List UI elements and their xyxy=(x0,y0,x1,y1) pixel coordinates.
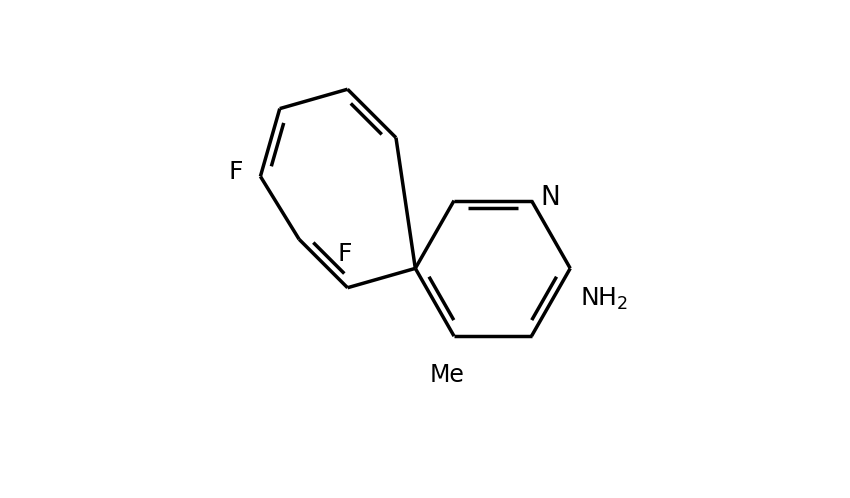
Text: N: N xyxy=(541,185,560,211)
Text: F: F xyxy=(229,159,243,184)
Text: Me: Me xyxy=(430,363,465,387)
Text: F: F xyxy=(337,242,353,266)
Text: NH$_2$: NH$_2$ xyxy=(580,285,628,312)
